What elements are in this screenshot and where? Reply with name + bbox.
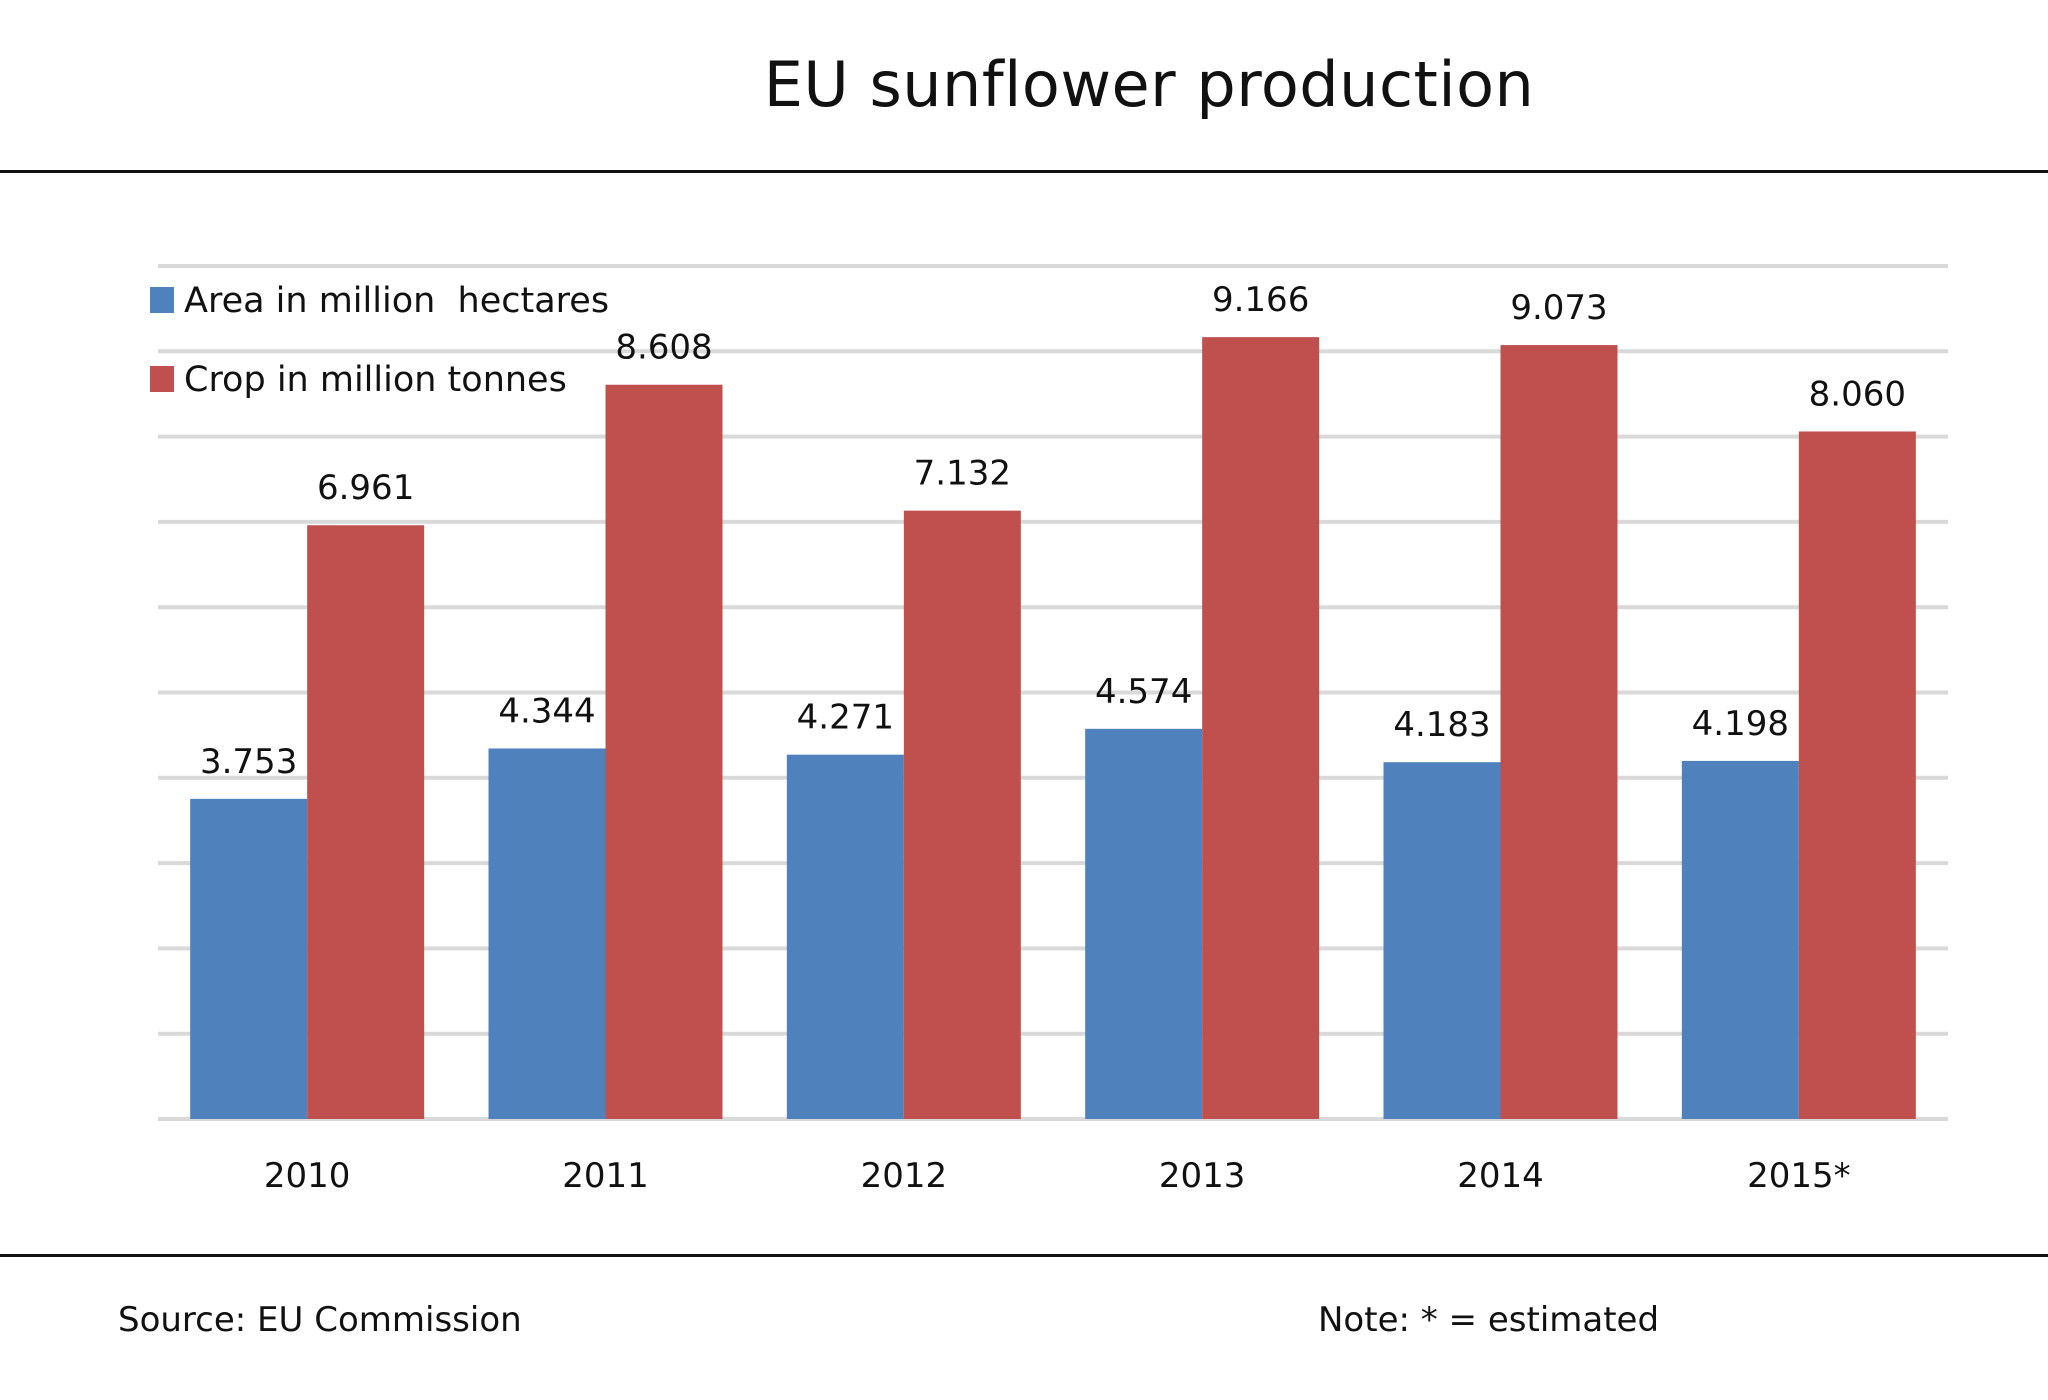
data-label-crop: 6.961 xyxy=(317,468,414,508)
legend-label-crop: Crop in million tonnes xyxy=(184,360,567,400)
chart-title-text: EU sunflower production xyxy=(763,48,1535,121)
data-label-area: 4.574 xyxy=(1095,672,1192,712)
data-label-crop: 7.132 xyxy=(914,454,1011,494)
bottom-divider xyxy=(0,1254,2048,1257)
bar-area xyxy=(1681,760,1799,1119)
x-tick-label: 2011 xyxy=(562,1156,649,1196)
bar-area xyxy=(190,798,308,1119)
x-tick-label: 2013 xyxy=(1159,1156,1246,1196)
data-label-area: 4.271 xyxy=(797,698,894,738)
x-tick-label: 2012 xyxy=(861,1156,948,1196)
legend-label-area: Area in million hectares xyxy=(184,281,609,321)
bar-crop xyxy=(1202,337,1320,1119)
data-label-area: 4.183 xyxy=(1393,705,1490,745)
data-label-crop: 9.166 xyxy=(1212,280,1309,320)
bar-area xyxy=(786,754,904,1119)
legend-swatch-crop xyxy=(150,366,174,392)
data-label-crop: 8.060 xyxy=(1809,374,1906,414)
bar-chart: 3.753 6.961 2010 4.344 8.608 2011 4.271 7.132 20… xyxy=(150,264,1948,1196)
bar-crop xyxy=(307,525,425,1119)
top-divider xyxy=(0,170,2048,173)
data-label-area: 4.198 xyxy=(1692,704,1789,744)
bar-crop xyxy=(605,384,723,1119)
bar-area xyxy=(488,748,606,1119)
data-label-area: 4.344 xyxy=(498,691,595,731)
source-note: Source: EU Commission xyxy=(118,1300,522,1340)
bar-area xyxy=(1383,762,1501,1119)
legend-swatch-area xyxy=(150,287,174,313)
estimate-note: Note: * = estimated xyxy=(1318,1300,1660,1340)
chart-title: EU sunflower production xyxy=(0,48,2048,121)
bar-crop xyxy=(1798,431,1916,1119)
bar-crop xyxy=(1500,345,1618,1119)
x-tick-label: 2014 xyxy=(1457,1156,1544,1196)
x-tick-label: 2010 xyxy=(264,1156,351,1196)
x-tick-label: 2015* xyxy=(1747,1156,1851,1196)
data-label-crop: 8.608 xyxy=(615,328,712,368)
bar-crop xyxy=(903,510,1021,1120)
bar-area xyxy=(1085,728,1203,1119)
data-label-area: 3.753 xyxy=(200,742,297,782)
data-label-crop: 9.073 xyxy=(1510,288,1607,328)
